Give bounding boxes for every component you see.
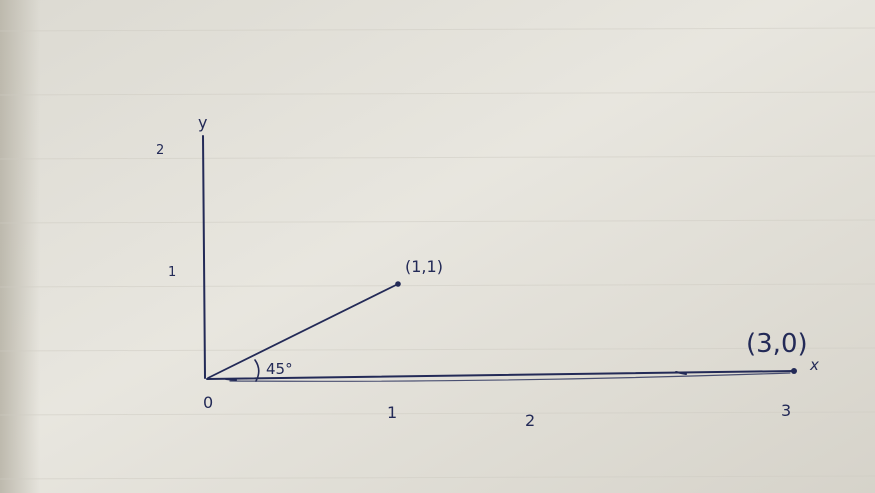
paper-left-shadow bbox=[0, 0, 40, 493]
point-label-1-1: (1,1) bbox=[405, 257, 443, 276]
y-axis-label: y bbox=[198, 113, 207, 132]
point-1-1-dot bbox=[395, 281, 401, 287]
point-3-0-dot bbox=[791, 368, 797, 374]
x-tick-3: 3 bbox=[781, 401, 791, 420]
x-axis-line bbox=[206, 370, 796, 380]
y-tick-2: 2 bbox=[156, 143, 164, 158]
vector-line-1-1 bbox=[207, 283, 399, 379]
angle-label: 45° bbox=[266, 360, 293, 378]
y-tick-1: 1 bbox=[168, 265, 176, 280]
y-axis-line bbox=[202, 135, 206, 379]
ruled-lines bbox=[0, 27, 875, 480]
x-tick-2: 2 bbox=[525, 411, 535, 430]
x-axis-label: x bbox=[809, 356, 819, 374]
x-axis-retrace bbox=[229, 372, 791, 382]
point-label-3-0: (3,0) bbox=[746, 329, 808, 359]
angle-arc bbox=[254, 359, 260, 382]
x-tick-1: 1 bbox=[387, 403, 397, 422]
x-axis-mark bbox=[675, 371, 687, 375]
x-tick-0: 0 bbox=[203, 393, 213, 412]
origin-tick bbox=[225, 378, 237, 381]
